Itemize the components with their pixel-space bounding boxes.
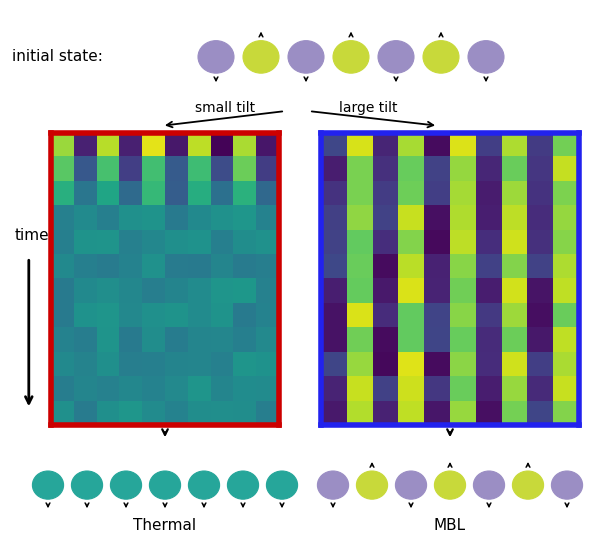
- Circle shape: [434, 471, 466, 499]
- Circle shape: [468, 41, 504, 73]
- Circle shape: [378, 41, 414, 73]
- Circle shape: [512, 471, 544, 499]
- Circle shape: [356, 471, 388, 499]
- Circle shape: [243, 41, 279, 73]
- Circle shape: [423, 41, 459, 73]
- Circle shape: [198, 41, 234, 73]
- Circle shape: [188, 471, 220, 499]
- Circle shape: [266, 471, 298, 499]
- Circle shape: [395, 471, 427, 499]
- Circle shape: [333, 41, 369, 73]
- Text: initial state:: initial state:: [12, 49, 103, 64]
- Circle shape: [551, 471, 583, 499]
- Text: Thermal: Thermal: [133, 518, 197, 533]
- Text: large tilt: large tilt: [339, 101, 397, 115]
- Text: MBL: MBL: [434, 518, 466, 533]
- Circle shape: [32, 471, 64, 499]
- Circle shape: [288, 41, 324, 73]
- Circle shape: [473, 471, 505, 499]
- Circle shape: [317, 471, 349, 499]
- Circle shape: [227, 471, 259, 499]
- Text: small tilt: small tilt: [195, 101, 255, 115]
- Circle shape: [71, 471, 103, 499]
- Circle shape: [110, 471, 142, 499]
- Circle shape: [149, 471, 181, 499]
- Text: time: time: [15, 228, 50, 243]
